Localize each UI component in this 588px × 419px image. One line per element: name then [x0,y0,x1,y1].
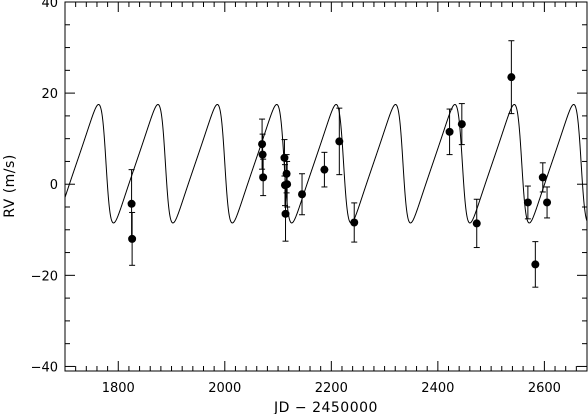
rv-measurement-marker [531,260,540,269]
rv-measurement-marker [259,173,268,182]
data-point [507,40,516,115]
data-point [523,185,532,220]
data-point [457,103,466,146]
rv-measurement-marker [523,198,532,207]
rv-measurement-marker [445,127,454,136]
data-points-layer [127,40,552,288]
data-point [445,108,454,156]
x-tick-label: 1800 [102,381,135,396]
data-point [531,241,540,288]
rv-model-curve [64,103,588,224]
x-tick-label: 2200 [315,381,348,396]
data-point [335,107,344,176]
data-point [543,186,552,219]
rv-measurement-marker [282,169,291,178]
rv-measurement-marker [335,137,344,146]
data-point [472,198,481,249]
plot-frame [64,1,588,372]
rv-measurement-marker [472,219,481,228]
data-point [127,169,136,239]
rv-measurement-marker [538,173,547,182]
x-tick-label: 2000 [208,381,241,396]
axis-tick-labels: 1800 2000 2200 2400 2600 −40 −20 0 20 40 [31,0,561,396]
x-tick-label: 2400 [421,381,454,396]
data-point [298,173,307,216]
x-tick-label: 2600 [528,381,561,396]
rv-measurement-marker [283,180,292,189]
y-tick-label: 40 [41,0,58,11]
data-point [258,118,267,170]
data-point [538,162,547,193]
rv-measurement-marker [258,140,267,149]
data-point [320,151,329,188]
rv-measurement-marker [543,198,552,207]
rv-measurement-marker [507,73,516,82]
x-axis-title: JD − 2450000 [273,400,378,414]
rv-measurement-marker [258,150,267,159]
rv-measurement-marker [127,199,136,208]
y-tick-label: −40 [31,360,58,375]
axis-ticks [64,1,588,371]
rv-measurement-marker [350,218,359,227]
data-point [350,202,359,243]
rv-measurement-marker [298,190,307,199]
data-point [259,158,268,197]
y-axis-title: RV (m/s) [2,154,18,218]
rv-measurement-marker [128,234,137,243]
rv-measurement-marker [320,165,329,174]
data-point [283,160,292,208]
y-tick-label: 0 [50,178,58,193]
y-tick-label: 20 [41,87,58,102]
rv-measurement-marker [281,209,290,218]
data-point [281,186,290,242]
rv-measurement-marker [457,120,466,129]
data-point [128,211,137,266]
y-tick-label: −20 [31,269,58,284]
model-curve-layer [64,103,588,224]
